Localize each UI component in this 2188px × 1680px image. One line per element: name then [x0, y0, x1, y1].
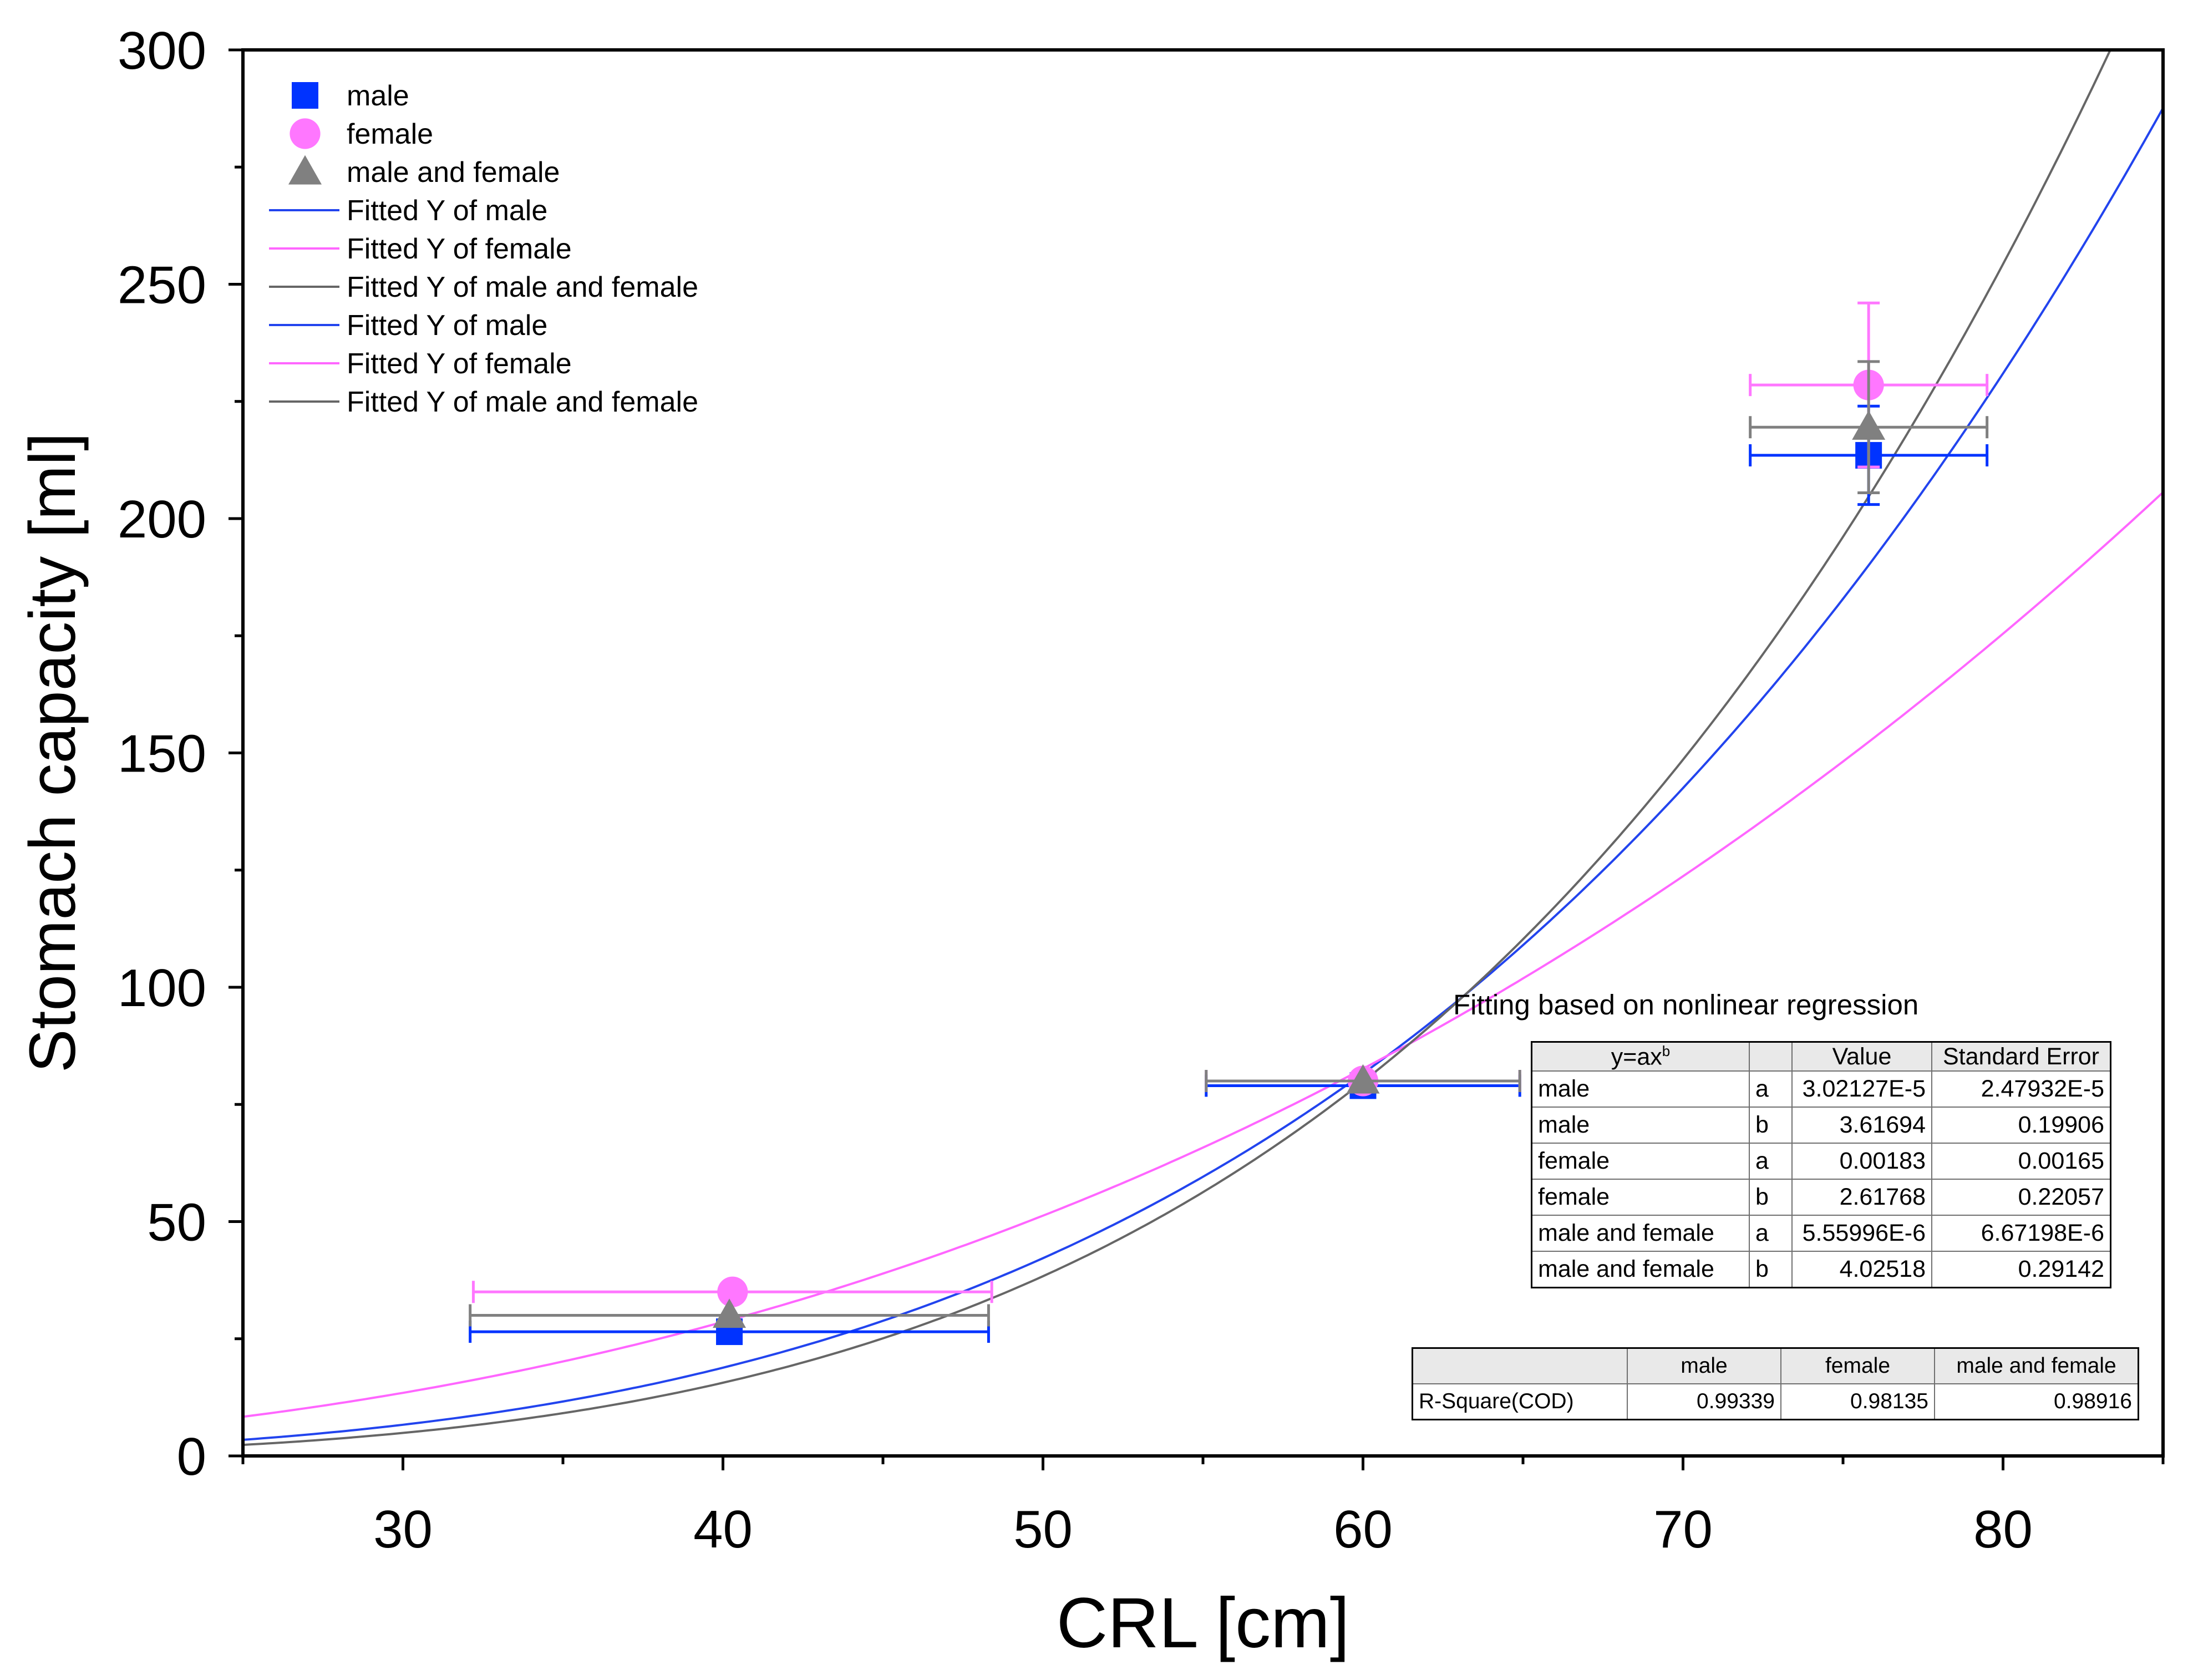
fit-curve	[242, 107, 2164, 1441]
legend-label: Fitted Y of male and female	[347, 386, 698, 418]
legend-item: Fitted Y of female	[269, 233, 572, 265]
circle-marker	[290, 118, 321, 149]
legend-label: Fitted Y of male and female	[347, 271, 698, 303]
fit-table-title: Fitting based on nonlinear regression	[1453, 989, 1919, 1021]
fit-curve	[242, 50, 2112, 1446]
r-square-row: R-Square(COD) 0.99339 0.98135 0.98916	[1412, 1383, 2139, 1420]
r-square-header: male female male and female	[1412, 1347, 2139, 1384]
fit-table-header: y=axb Value Standard Error	[1531, 1041, 2111, 1072]
plot-frame	[241, 48, 2165, 1458]
triangle-marker	[1346, 1064, 1380, 1094]
table-row: female b 2.61768 0.22057	[1531, 1179, 2111, 1216]
table-row: male b 3.61694 0.19906	[1531, 1107, 2111, 1144]
y-tick-label: 0	[177, 1427, 206, 1486]
fit-curve	[242, 491, 2164, 1418]
y-tick-label: 150	[118, 724, 206, 784]
legend-item: male	[292, 80, 409, 112]
legend-item: Fitted Y of male and female	[269, 271, 698, 303]
square-marker	[292, 82, 318, 109]
circle-marker	[717, 1276, 748, 1307]
y-tick-label: 50	[147, 1193, 206, 1252]
legend-label: Fitted Y of female	[347, 348, 572, 380]
legend-item: Fitted Y of female	[269, 348, 572, 380]
y-tick-label: 100	[118, 958, 206, 1018]
fit-parameter-table: y=axb Value Standard Error male a 3.02127E…	[1531, 1041, 2111, 1289]
fit-curves	[242, 50, 2164, 1446]
data-point	[1205, 1064, 1521, 1094]
triangle-marker	[1852, 410, 1886, 440]
data-point	[471, 1276, 993, 1307]
legend-label: Fitted Y of male	[347, 309, 547, 342]
legend-label: Fitted Y of female	[347, 233, 572, 265]
legend-label: Fitted Y of male	[347, 195, 547, 227]
x-tick-label: 50	[1013, 1500, 1073, 1559]
triangle-marker	[713, 1298, 747, 1328]
y-tick-label: 300	[118, 21, 206, 80]
data-point	[1749, 360, 1989, 495]
y-tick-label: 200	[118, 490, 206, 549]
table-row: female a 0.00183 0.00165	[1531, 1143, 2111, 1180]
y-tick-label: 250	[118, 256, 206, 315]
legend-item: Fitted Y of male and female	[269, 386, 698, 418]
table-row: male a 3.02127E-5 2.47932E-5	[1531, 1070, 2111, 1108]
value-header: Value	[1791, 1041, 1932, 1072]
x-tick-label: 80	[1973, 1500, 2033, 1559]
data-point	[469, 1298, 990, 1328]
x-tick-label: 40	[693, 1500, 753, 1559]
legend-label: male and female	[347, 156, 560, 189]
model-header: y=axb	[1531, 1041, 1750, 1072]
legend-label: female	[347, 118, 433, 150]
x-tick-label: 60	[1333, 1500, 1393, 1559]
x-axis-label: CRL [cm]	[1057, 1583, 1350, 1663]
table-row: male and female a 5.55996E-6 6.67198E-6	[1531, 1215, 2111, 1252]
table-row: male and female b 4.02518 0.29142	[1531, 1251, 2111, 1288]
tick-labels: 30 40 50 60 70 80 0 50 100 150 200 250 300	[118, 21, 2033, 1559]
legend: male female male and female Fitted Y of mal…	[269, 80, 698, 418]
param-header	[1749, 1041, 1793, 1072]
x-tick-label: 30	[373, 1500, 433, 1559]
legend-label: male	[347, 80, 409, 112]
stderr-header: Standard Error	[1931, 1041, 2111, 1072]
triangle-marker	[288, 155, 322, 185]
legend-item: Fitted Y of male	[269, 309, 547, 342]
legend-item: Fitted Y of male	[269, 195, 547, 227]
x-tick-label: 70	[1653, 1500, 1713, 1559]
data-points	[469, 301, 1989, 1346]
y-axis-label: Stomach capacity [ml]	[16, 433, 89, 1073]
legend-item: female	[290, 118, 433, 150]
r-square-table: male female male and female R-Square(COD…	[1412, 1347, 2139, 1420]
legend-item: male and female	[288, 155, 560, 189]
